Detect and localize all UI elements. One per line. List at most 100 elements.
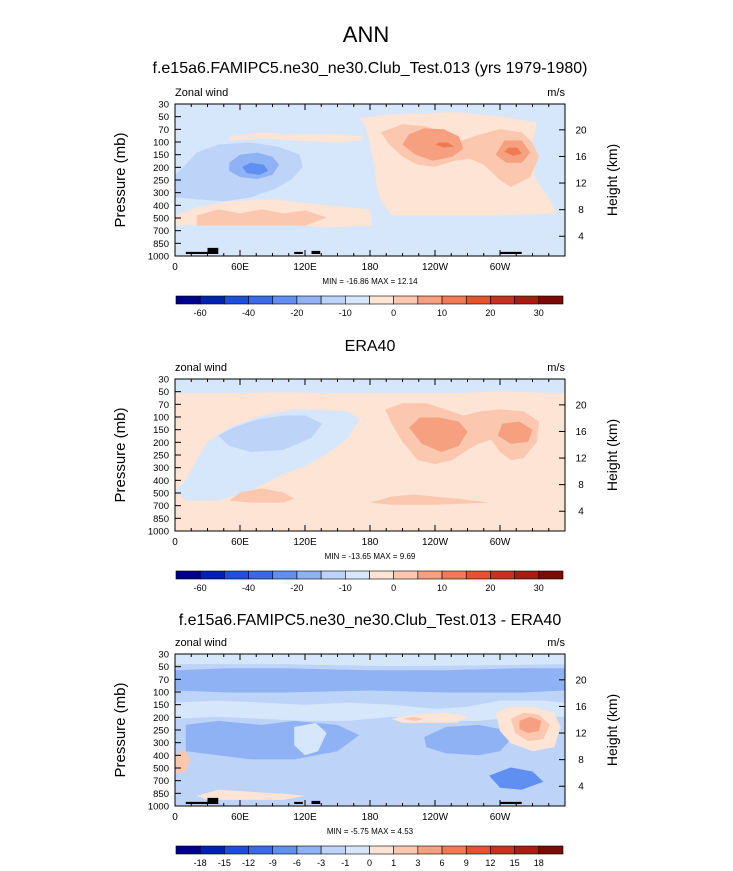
colorbar-swatch bbox=[175, 845, 201, 855]
colorbar-swatch bbox=[441, 570, 467, 580]
x-tick-label: 120W bbox=[422, 537, 449, 548]
x-tick-label: 120E bbox=[293, 262, 317, 273]
y-tick-label: 30 bbox=[158, 100, 169, 111]
y-axis-label: Pressure (mb) bbox=[112, 407, 129, 502]
y-tick-label: 700 bbox=[153, 776, 169, 787]
colorbar: -60 -40 -20 -10 0 10 20 30 bbox=[175, 295, 564, 318]
colorbar-swatch bbox=[538, 570, 564, 580]
y-tick-label: 500 bbox=[153, 214, 169, 225]
colorbar-swatch bbox=[514, 845, 540, 855]
colorbar-swatch bbox=[369, 570, 394, 580]
x-tick-label: 120E bbox=[293, 537, 317, 548]
chart-panel-3: f.e15a6.FAMIPC5.ne30_ne30.Club_Test.013 … bbox=[112, 612, 620, 868]
y2-tick-label: 12 bbox=[575, 179, 587, 190]
y-tick-label: 50 bbox=[158, 387, 169, 398]
y2-axis-label: Height (km) bbox=[604, 419, 620, 491]
left-label: zonal wind bbox=[175, 637, 227, 649]
x-tick-label: 60W bbox=[490, 537, 511, 548]
x-tick-label: 0 bbox=[172, 262, 178, 273]
colorbar-swatch bbox=[224, 845, 249, 855]
colorbar-swatch bbox=[296, 295, 322, 305]
contour-region-surface-pos bbox=[196, 209, 327, 226]
y2-tick-label: 8 bbox=[578, 205, 584, 216]
y-tick-label: 850 bbox=[153, 239, 169, 250]
colorbar-label: -6 bbox=[293, 858, 301, 868]
y-tick-label: 30 bbox=[158, 650, 169, 661]
colorbar-swatch bbox=[417, 570, 443, 580]
y-tick-label: 200 bbox=[153, 438, 169, 449]
colorbar-label: 3 bbox=[415, 858, 420, 868]
contour-region-topo-2 bbox=[294, 801, 303, 804]
colorbar-swatch bbox=[490, 295, 515, 305]
contour-region-topo-1 bbox=[185, 247, 219, 254]
colorbar-label: 0 bbox=[391, 308, 396, 318]
contour-region-surface-neg bbox=[489, 767, 544, 790]
y2-tick-label: 16 bbox=[575, 702, 587, 713]
colorbar-swatch bbox=[417, 295, 443, 305]
colorbar: -18 -15 -12 -9 -6 -3 -1 0 1 3 6 9 12 15 18 bbox=[175, 845, 564, 868]
colorbar-label: 10 bbox=[437, 308, 447, 318]
contour-region-topo-4 bbox=[500, 251, 522, 254]
contour-region-mid-weak bbox=[175, 700, 565, 721]
colorbar-label: -20 bbox=[290, 583, 303, 593]
y2-tick-label: 4 bbox=[578, 232, 584, 243]
x-tick-label: 120W bbox=[422, 262, 449, 273]
colorbar-swatch bbox=[538, 845, 564, 855]
y-tick-label: 50 bbox=[158, 662, 169, 673]
left-label: Zonal wind bbox=[175, 87, 228, 99]
y-tick-label: 100 bbox=[153, 413, 169, 424]
contour-region-topo-3 bbox=[311, 800, 321, 804]
contour-region-topo-3 bbox=[311, 250, 321, 254]
contour-region-east-neg bbox=[424, 724, 511, 756]
contour-region-topo-1 bbox=[185, 797, 219, 804]
y-tick-label: 400 bbox=[153, 201, 169, 212]
colorbar-swatch bbox=[441, 295, 467, 305]
min-max-stats: MIN = -5.75 MAX = 4.53 bbox=[327, 827, 414, 836]
colorbar-label: -1 bbox=[341, 858, 349, 868]
colorbar-label: -20 bbox=[290, 308, 303, 318]
y-tick-label: 100 bbox=[153, 688, 169, 699]
y-tick-label: 400 bbox=[153, 476, 169, 487]
y2-tick-label: 4 bbox=[578, 782, 584, 793]
contour-region-east-jet1 bbox=[409, 417, 468, 452]
y-tick-label: 250 bbox=[153, 726, 169, 737]
colorbar-label: 10 bbox=[437, 583, 447, 593]
colorbar-label: -10 bbox=[339, 308, 352, 318]
colorbar-swatch bbox=[224, 295, 249, 305]
y-tick-label: 250 bbox=[153, 451, 169, 462]
colorbar-swatch bbox=[224, 570, 249, 580]
y-tick-label: 700 bbox=[153, 501, 169, 512]
x-tick-label: 60E bbox=[231, 537, 249, 548]
contour-region-topo-2 bbox=[294, 251, 303, 254]
right-label: m/s bbox=[547, 362, 565, 374]
y-tick-label: 1000 bbox=[148, 802, 169, 813]
colorbar-swatch bbox=[393, 570, 419, 580]
y-axis-label: Pressure (mb) bbox=[112, 132, 129, 227]
colorbar-swatch bbox=[272, 570, 298, 580]
y-tick-label: 200 bbox=[153, 713, 169, 724]
y2-axis-label: Height (km) bbox=[604, 144, 620, 216]
y-tick-label: 500 bbox=[153, 489, 169, 500]
colorbar-swatch bbox=[296, 570, 322, 580]
x-tick-label: 60E bbox=[231, 262, 249, 273]
y-tick-label: 250 bbox=[153, 176, 169, 187]
colorbar-swatch bbox=[490, 570, 515, 580]
colorbar-label: 18 bbox=[534, 858, 544, 868]
colorbar-swatch bbox=[199, 845, 225, 855]
contour-region-east-pos-max bbox=[519, 716, 542, 733]
x-tick-label: 60W bbox=[490, 262, 511, 273]
y2-tick-label: 8 bbox=[578, 480, 584, 491]
contour-region-west-mid-weak bbox=[294, 722, 327, 756]
colorbar-swatch bbox=[514, 570, 540, 580]
colorbar-swatch bbox=[538, 295, 564, 305]
y2-tick-label: 20 bbox=[575, 125, 587, 136]
contour-region-upper-neg bbox=[175, 668, 565, 693]
chart-panel-1: f.e15a6.FAMIPC5.ne30_ne30.Club_Test.013 … bbox=[112, 60, 620, 318]
contour-region-surface-pos bbox=[229, 488, 295, 503]
min-max-stats: MIN = -16.86 MAX = 12.14 bbox=[322, 277, 418, 286]
y2-axis-label: Height (km) bbox=[604, 694, 620, 766]
colorbar-swatch bbox=[320, 845, 346, 855]
panel-title: ERA40 bbox=[345, 338, 396, 355]
min-max-stats: MIN = -13.65 MAX = 9.69 bbox=[325, 552, 416, 561]
